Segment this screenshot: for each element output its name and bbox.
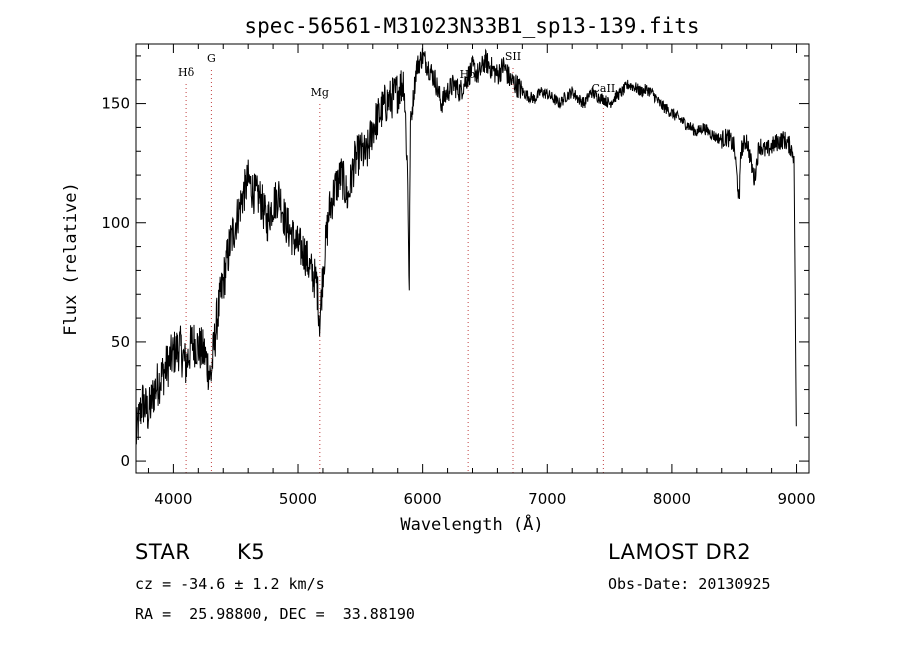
y-tick-label-2: 100 <box>101 214 130 232</box>
x-tick-label-3: 7000 <box>528 490 566 508</box>
x-tick-label-0: 4000 <box>154 490 192 508</box>
y-tick-label-1: 50 <box>111 333 130 351</box>
x-tick-label-5: 9000 <box>777 490 815 508</box>
x-tick-label-1: 5000 <box>279 490 317 508</box>
line-label-1: G <box>207 52 216 65</box>
coordinates: RA = 25.98800, DEC = 33.88190 <box>135 605 415 623</box>
y-axis-label: Flux (relative) <box>61 182 81 336</box>
x-tick-label-2: 6000 <box>404 490 442 508</box>
observation-date: Obs-Date: 20130925 <box>608 575 771 593</box>
spectral-line-markers <box>185 68 604 473</box>
object-class: STAR <box>135 540 191 564</box>
y-tick-label-0: 0 <box>120 452 130 470</box>
x-axis-label: Wavelength (Å) <box>400 513 543 535</box>
axis-ticks <box>136 44 809 473</box>
line-label-4: SII <box>505 50 521 63</box>
redshift-value: cz = -34.6 ± 1.2 km/s <box>135 575 325 593</box>
flux-series-line <box>135 48 797 445</box>
axis-tick-labels: 4000 5000 6000 7000 8000 9000 0 50 100 150 <box>101 95 815 508</box>
x-tick-label-4: 8000 <box>653 490 691 508</box>
object-subclass: K5 <box>237 540 266 564</box>
line-label-2: Mg <box>311 86 329 99</box>
line-label-5: CaII <box>592 82 616 95</box>
plot-frame <box>135 43 810 474</box>
y-tick-label-3: 150 <box>101 95 130 113</box>
line-label-0: Hδ <box>178 66 195 79</box>
chart-title: spec-56561-M31023N33B1_sp13-139.fits <box>244 14 699 38</box>
survey-name: LAMOST DR2 <box>608 540 752 564</box>
